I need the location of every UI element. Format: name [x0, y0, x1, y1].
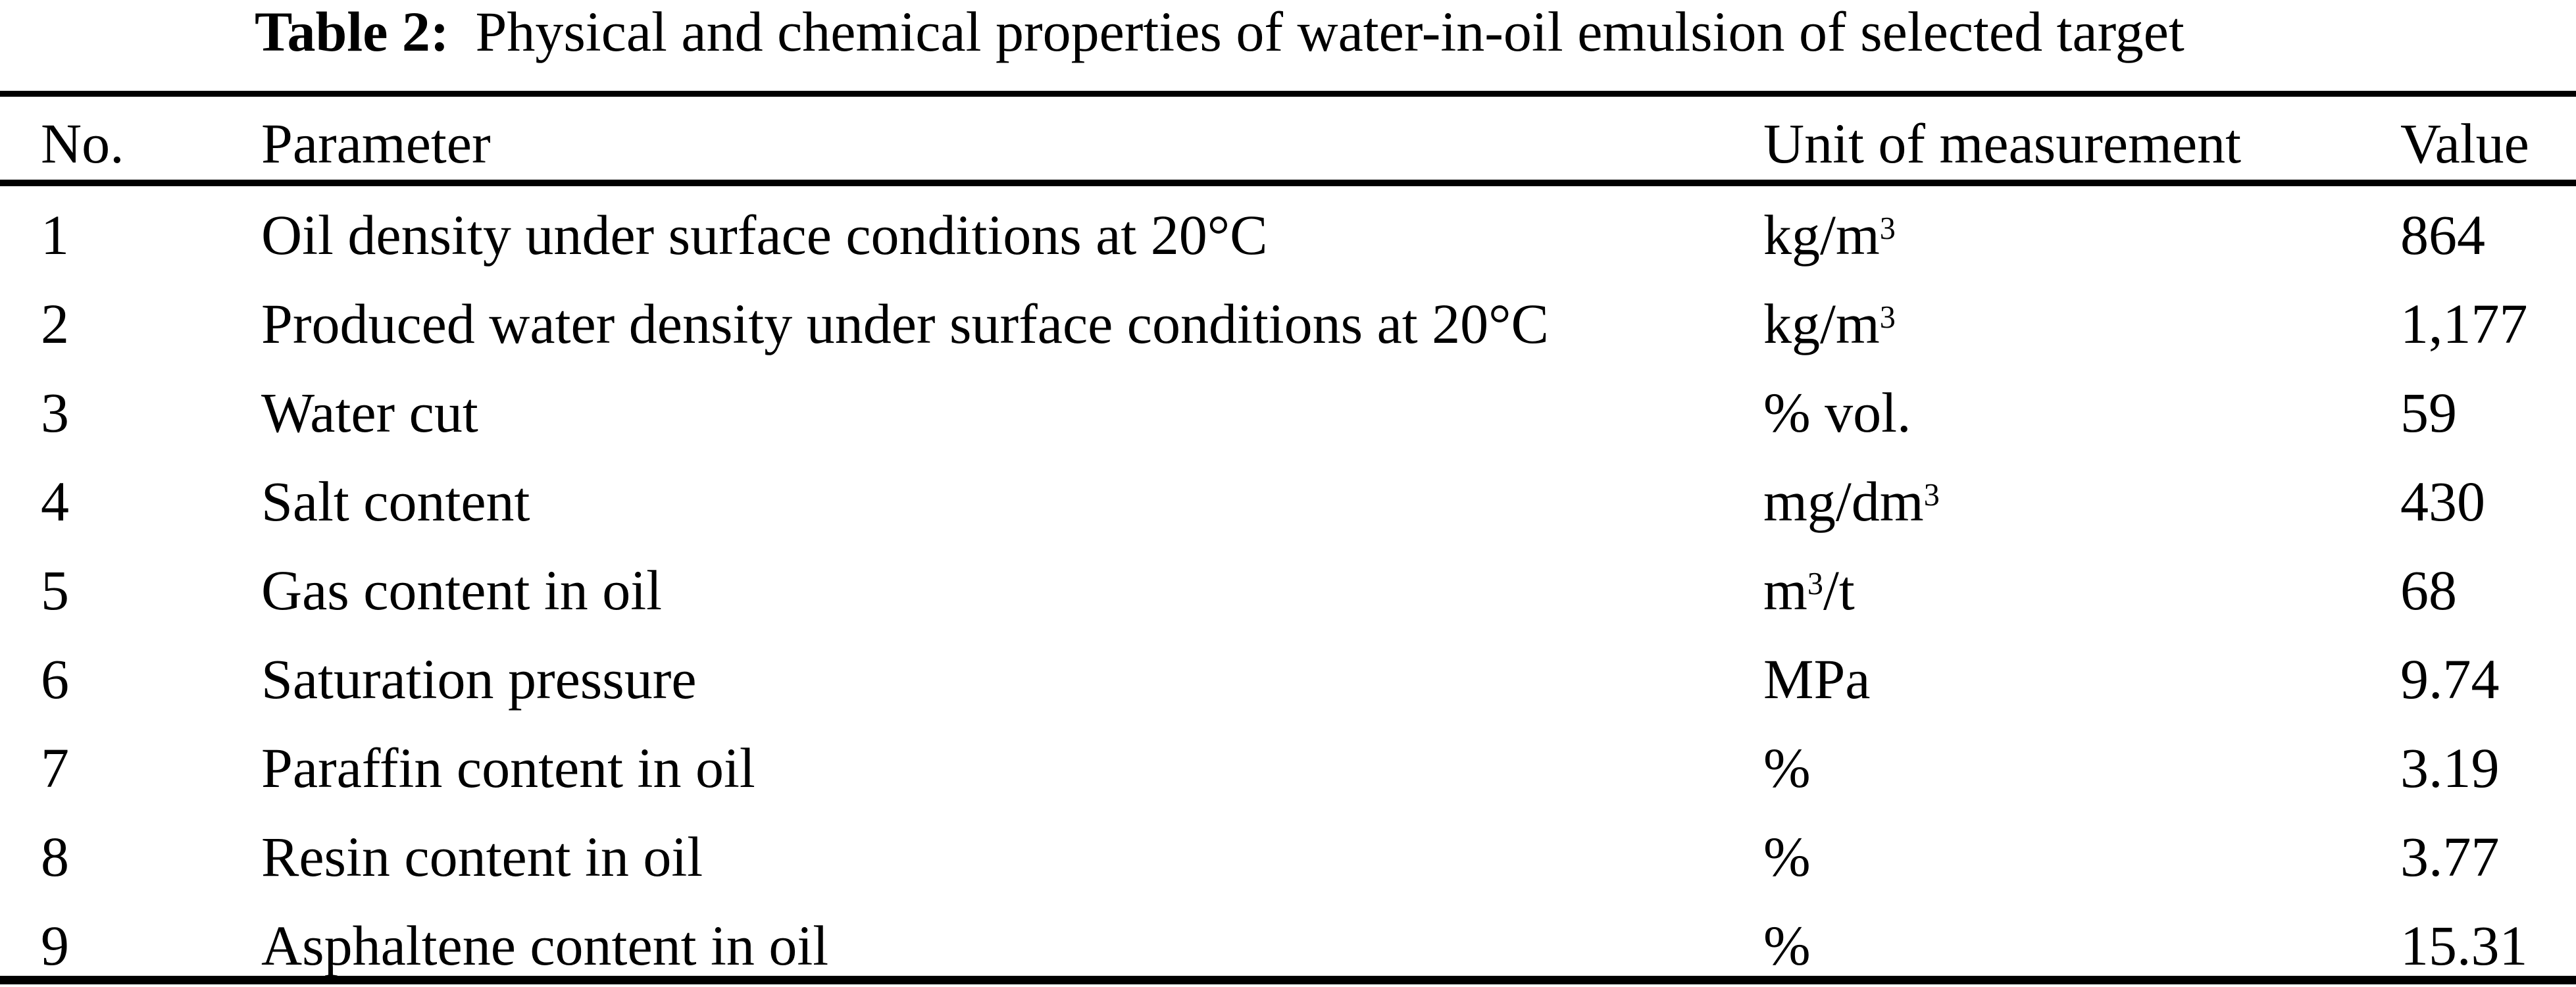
table-caption: Table 2: Physical and chemical properties… — [255, 0, 2185, 63]
table-row: 3 Water cut % vol. 59 — [0, 364, 2576, 453]
table-row: 9 Asphaltene content in oil % 15.31 — [0, 897, 2576, 986]
parameter-cell: Produced water density under surface con… — [261, 292, 1549, 355]
table-header-row: No. Parameter Unit of measurement Value — [0, 97, 2576, 180]
row-number-cell: 9 — [41, 914, 69, 977]
unit-cell: % — [1763, 825, 1811, 888]
unit-cell: m3/t — [1763, 559, 1855, 622]
row-number-cell: 1 — [41, 203, 69, 266]
row-number-cell: 8 — [41, 825, 69, 888]
table-row: 6 Saturation pressure MPa 9.74 — [0, 630, 2576, 719]
row-number-cell: 2 — [41, 292, 69, 355]
table-row: 2 Produced water density under surface c… — [0, 275, 2576, 364]
value-cell: 59 — [2400, 381, 2457, 444]
row-number-cell: 7 — [41, 736, 69, 799]
unit-cell: mg/dm3 — [1763, 470, 1940, 533]
table-top-rule — [0, 91, 2576, 97]
table-body: 1 Oil density under surface conditions a… — [0, 186, 2576, 986]
parameter-cell: Water cut — [261, 381, 478, 444]
value-cell: 68 — [2400, 559, 2457, 622]
row-number-cell: 3 — [41, 381, 69, 444]
unit-cell: % vol. — [1763, 381, 1911, 444]
value-cell: 3.19 — [2400, 736, 2500, 799]
value-cell: 15.31 — [2400, 914, 2528, 977]
value-cell: 9.74 — [2400, 647, 2500, 711]
value-cell: 864 — [2400, 203, 2485, 266]
table-row: 8 Resin content in oil % 3.77 — [0, 808, 2576, 897]
row-number-cell: 5 — [41, 559, 69, 622]
value-cell: 1,177 — [2400, 292, 2528, 355]
column-header-parameter: Parameter — [261, 112, 491, 175]
parameter-cell: Gas content in oil — [261, 559, 663, 622]
parameter-cell: Saturation pressure — [261, 647, 697, 711]
table-row: 7 Paraffin content in oil % 3.19 — [0, 719, 2576, 808]
parameter-cell: Asphaltene content in oil — [261, 914, 829, 977]
value-cell: 3.77 — [2400, 825, 2500, 888]
unit-cell: kg/m3 — [1763, 292, 1896, 355]
parameter-cell: Resin content in oil — [261, 825, 703, 888]
column-header-no: No. — [41, 112, 124, 175]
parameter-cell: Paraffin content in oil — [261, 736, 755, 799]
parameter-cell: Oil density under surface conditions at … — [261, 203, 1268, 266]
table-bottom-rule — [0, 976, 2576, 984]
row-number-cell: 4 — [41, 470, 69, 533]
table-header-rule — [0, 180, 2576, 186]
unit-cell: MPa — [1763, 647, 1871, 711]
value-cell: 430 — [2400, 470, 2485, 533]
column-header-value: Value — [2400, 112, 2529, 175]
table-caption-label: Table 2: — [255, 0, 449, 63]
table-caption-text: Physical and chemical properties of wate… — [475, 0, 2185, 63]
table-row: 4 Salt content mg/dm3 430 — [0, 453, 2576, 542]
column-header-unit: Unit of measurement — [1763, 112, 2242, 175]
row-number-cell: 6 — [41, 647, 69, 711]
unit-cell: % — [1763, 914, 1811, 977]
table-row: 5 Gas content in oil m3/t 68 — [0, 542, 2576, 630]
unit-cell: % — [1763, 736, 1811, 799]
parameter-cell: Salt content — [261, 470, 530, 533]
table-row: 1 Oil density under surface conditions a… — [0, 186, 2576, 275]
unit-cell: kg/m3 — [1763, 203, 1896, 266]
